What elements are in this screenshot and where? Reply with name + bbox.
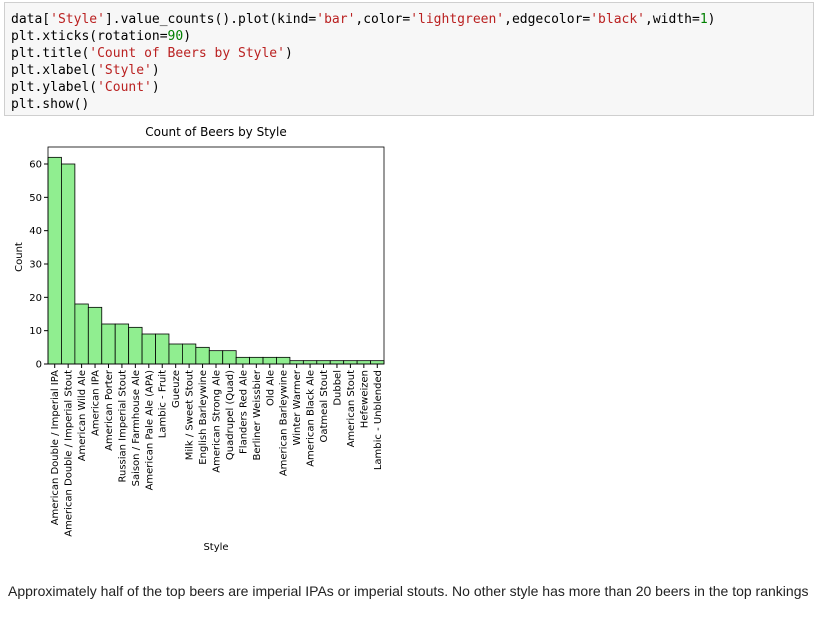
y-axis-label: Count bbox=[14, 242, 25, 272]
bar bbox=[222, 350, 237, 365]
bar bbox=[208, 350, 224, 365]
y-tick-label: 30 bbox=[29, 260, 42, 271]
x-tick-label: Hefeweizen bbox=[359, 370, 370, 428]
x-axis-label: Style bbox=[203, 542, 228, 553]
x-tick-label: Flanders Red Ale bbox=[238, 370, 249, 454]
x-tick-label: American IPA bbox=[91, 370, 102, 436]
bar bbox=[155, 333, 170, 365]
x-tick-label: Berliner Weissbier bbox=[252, 369, 263, 460]
bar bbox=[141, 333, 156, 365]
bar bbox=[74, 303, 89, 365]
bar bbox=[61, 163, 76, 365]
x-tick-label: American Black Ale bbox=[306, 370, 317, 467]
x-tick-label: Oatmeal Stout bbox=[319, 370, 330, 443]
bar bbox=[249, 356, 264, 365]
x-tick-label: English Barleywine bbox=[198, 370, 209, 465]
code-line: plt.title('Count of Beers by Style') bbox=[11, 46, 293, 61]
note-text: Approximately half of the top beers are … bbox=[8, 583, 809, 599]
x-tick-label: Dubbel bbox=[332, 370, 343, 406]
x-tick-label: Russian Imperial Stout bbox=[117, 370, 128, 483]
chart: Count of Beers by Style Style Count 0 10 2… bbox=[14, 125, 385, 553]
bar bbox=[181, 343, 197, 365]
y-tick-label: 10 bbox=[29, 326, 42, 337]
bar bbox=[329, 360, 345, 365]
x-tick-label: Saison / Farmhouse Ale bbox=[131, 370, 142, 486]
x-tick-label: American Stout bbox=[346, 370, 357, 447]
code-line: plt.xlabel('Style') bbox=[11, 63, 160, 78]
bar bbox=[128, 326, 143, 365]
x-tick-label: Milk / Sweet Stout bbox=[185, 370, 196, 460]
y-tick-label: 20 bbox=[29, 293, 42, 304]
x-tick-label: Lambic - Unblended bbox=[373, 370, 384, 470]
x-tick-label: American Porter bbox=[104, 369, 115, 451]
code-line: plt.xticks(rotation=90) bbox=[11, 29, 192, 44]
bar bbox=[370, 360, 385, 365]
x-tick-label: Winter Warmer bbox=[292, 369, 303, 445]
y-tick-label: 60 bbox=[29, 160, 42, 171]
bar bbox=[356, 360, 371, 365]
bar bbox=[87, 306, 103, 365]
bar bbox=[343, 360, 358, 365]
x-tick-label: American Wild Ale bbox=[77, 370, 88, 461]
x-tick-label: American Barleywine bbox=[279, 370, 290, 476]
bar bbox=[302, 360, 318, 365]
code-line: plt.show() bbox=[11, 97, 90, 112]
bar bbox=[168, 343, 183, 365]
x-tick-label: American Double / Imperial Stout bbox=[64, 370, 75, 537]
x-tick-label: Old Ale bbox=[265, 370, 276, 406]
bar bbox=[235, 356, 251, 365]
x-tick-label: Gueuze bbox=[171, 370, 182, 408]
x-tick-label: American Pale Ale (APA) bbox=[144, 370, 155, 491]
y-tick-label: 0 bbox=[36, 360, 42, 371]
x-tick-label: Quadrupel (Quad) bbox=[225, 370, 236, 460]
y-tick-label: 40 bbox=[29, 226, 42, 237]
code-line: plt.ylabel('Count') bbox=[11, 80, 160, 95]
plot-frame bbox=[47, 146, 385, 365]
bar bbox=[289, 360, 304, 365]
bar bbox=[262, 356, 277, 365]
bar bbox=[195, 346, 210, 365]
code-line: data['Style'].value_counts().plot(kind='… bbox=[11, 12, 716, 27]
x-tick-label: American Strong Ale bbox=[212, 370, 223, 473]
bar bbox=[47, 156, 62, 365]
x-tick-label: American Double / Imperial IPA bbox=[50, 370, 61, 525]
code-cell[interactable]: data['Style'].value_counts().plot(kind='… bbox=[4, 2, 814, 116]
bar bbox=[276, 356, 291, 365]
chart-title: Count of Beers by Style bbox=[145, 125, 287, 139]
x-tick-label: Lambic - Fruit bbox=[158, 370, 169, 438]
y-tick-label: 50 bbox=[29, 193, 42, 204]
bar bbox=[316, 360, 331, 365]
bar bbox=[101, 323, 116, 365]
bar bbox=[114, 323, 130, 365]
